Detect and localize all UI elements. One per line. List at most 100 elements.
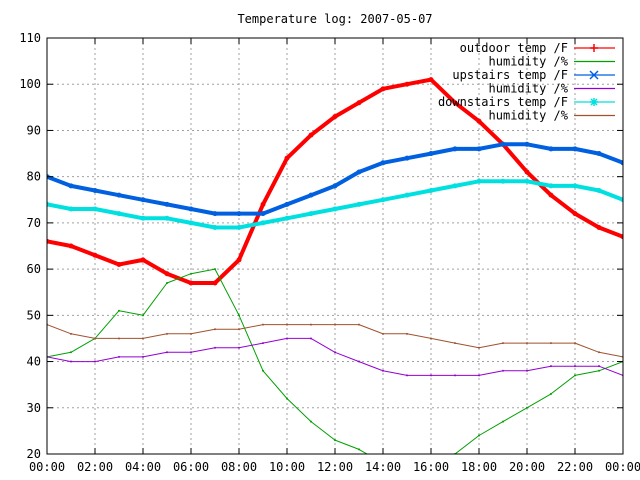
series-6-point [334, 323, 336, 326]
legend-marker-star [590, 98, 598, 106]
series-4-point [190, 351, 192, 354]
series-4-point [118, 355, 120, 358]
series-1-point [452, 100, 458, 106]
series-4-point [286, 337, 288, 340]
series-2-point [166, 281, 168, 284]
series-4-point [430, 374, 432, 377]
series-4-point [598, 365, 600, 368]
series-5-point [140, 215, 146, 221]
series-5-point [188, 220, 194, 226]
series-5-point [476, 178, 482, 184]
series-5-point [380, 197, 386, 203]
series-3-point [596, 151, 602, 157]
series-3-point [116, 192, 122, 198]
series-6-point [382, 332, 384, 335]
series-1-point [332, 114, 338, 120]
x-tick-label: 06:00 [173, 460, 209, 474]
series-4-point [310, 337, 312, 340]
series-6-point [550, 342, 552, 345]
series-6-point [142, 337, 144, 340]
series-4-point [502, 369, 504, 372]
series-6-point [478, 346, 480, 349]
legend-marker-x [589, 70, 599, 80]
series-1-point [404, 81, 410, 87]
series-5-point [524, 178, 530, 184]
series-2-point [190, 272, 192, 275]
x-tick-label: 14:00 [365, 460, 401, 474]
series-1-point [428, 77, 434, 83]
x-tick-label: 10:00 [269, 460, 305, 474]
series-6-point [598, 351, 600, 354]
series-4-point [550, 365, 552, 368]
series-3-point [332, 183, 338, 189]
y-tick-label: 100 [19, 77, 41, 91]
series-1-point [284, 155, 290, 161]
series-3-point [404, 155, 410, 161]
series-5-point [68, 206, 74, 212]
series-2-point [598, 369, 600, 372]
series-2-point [286, 397, 288, 400]
series-5-point [308, 211, 314, 217]
legend-label: humidity /% [489, 109, 569, 123]
series-3-point [548, 146, 554, 152]
series-5-point [500, 178, 506, 184]
x-tick-label: 12:00 [317, 460, 353, 474]
series-2-point [118, 309, 120, 312]
series-4-point [94, 360, 96, 363]
series-2-point [478, 434, 480, 437]
series-2-point [214, 268, 216, 271]
series-1-point [308, 132, 314, 138]
y-tick-label: 50 [27, 308, 41, 322]
series-4-point [358, 360, 360, 363]
legend-label: humidity /% [489, 55, 569, 69]
series-2-point [406, 471, 408, 473]
x-tick-label: 22:00 [557, 460, 593, 474]
series-1-point [92, 252, 98, 258]
series-3-point [284, 201, 290, 207]
series-1-point [620, 234, 623, 240]
x-tick-label: 18:00 [461, 460, 497, 474]
series-6-point [214, 328, 216, 331]
series-4-point [262, 342, 264, 345]
series-4-point [382, 369, 384, 372]
series-4-point [238, 346, 240, 349]
series-3-point [356, 169, 362, 175]
series-6-point [286, 323, 288, 326]
series-6-point [262, 323, 264, 326]
series-2-point [238, 314, 240, 317]
legend-label: outdoor temp /F [460, 41, 568, 55]
series-5-point [404, 192, 410, 198]
series-4-point [166, 351, 168, 354]
y-tick-label: 90 [27, 123, 41, 137]
series-2-point [502, 420, 504, 423]
series-1-point [572, 211, 578, 217]
series-6-point [502, 342, 504, 345]
series-2-point [574, 374, 576, 377]
series-3-point [140, 197, 146, 203]
x-tick-label: 20:00 [509, 460, 545, 474]
y-tick-label: 30 [27, 401, 41, 415]
series-6-point [94, 337, 96, 340]
series-2-point [550, 392, 552, 395]
series-5-point [284, 215, 290, 221]
y-tick-label: 40 [27, 355, 41, 369]
series-5-point [596, 188, 602, 194]
series-6-point [310, 323, 312, 326]
series-6-point [118, 337, 120, 340]
series-5-point [47, 201, 50, 207]
x-tick-label: 04:00 [125, 460, 161, 474]
series-4-point [574, 365, 576, 368]
series-6-point [358, 323, 360, 326]
series-1-point [476, 118, 482, 124]
series-3-point [260, 211, 266, 217]
series-5-point [548, 183, 554, 189]
series-6-point [190, 332, 192, 335]
y-tick-label: 80 [27, 170, 41, 184]
series-group [47, 77, 623, 473]
x-tick-label: 00:00 [29, 460, 65, 474]
series-3-point [428, 151, 434, 157]
series-1-point [47, 238, 50, 244]
